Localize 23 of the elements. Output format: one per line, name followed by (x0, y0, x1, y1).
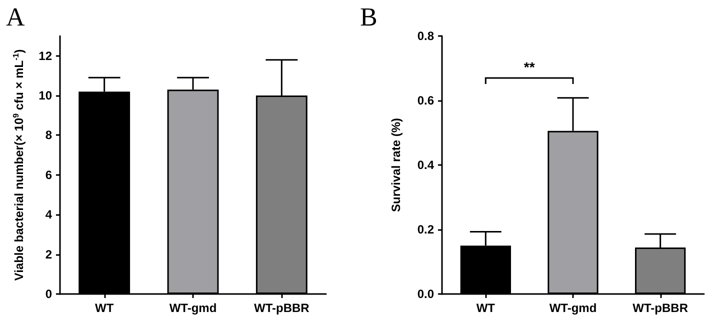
y-tick-label: 2 (45, 247, 52, 262)
y-tick-label: 6 (45, 168, 52, 182)
x-tick-label: WT-pBBR (254, 301, 310, 315)
y-tick-label: 0.4 (417, 158, 434, 172)
y-tick-label: 4 (45, 208, 52, 222)
x-tick-label: WT (476, 301, 496, 315)
y-tick-label: 12 (38, 48, 52, 63)
y-tick-label: 0.6 (417, 94, 434, 108)
y-tick-label: 0.2 (417, 222, 434, 236)
annotation: ** (524, 59, 536, 75)
y-tick-label: 0 (45, 287, 52, 301)
x-tick-label: WT-pBBR (632, 301, 688, 315)
x-tick-label: WT-gmd (549, 301, 597, 315)
y-axis-title: Survival rate (%) (389, 118, 403, 212)
chart-title: B (360, 2, 378, 32)
y-tick-label: 0.0 (417, 287, 434, 301)
x-tick-label: WT-gmd (169, 301, 217, 315)
y-tick-label: 0.8 (417, 29, 434, 43)
y-tick-label: 10 (38, 88, 52, 103)
y-tick-label: 8 (45, 128, 52, 142)
x-tick-label: WT (95, 301, 114, 315)
y-axis-title: Viable bacterial number(× 109 cfu × mL-1) (12, 49, 26, 281)
chart-title: A (6, 2, 25, 32)
